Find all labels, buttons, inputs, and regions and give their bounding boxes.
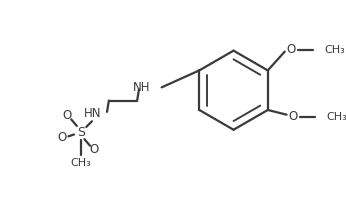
Text: HN: HN xyxy=(84,107,101,120)
Text: CH₃: CH₃ xyxy=(324,45,345,55)
Text: O: O xyxy=(57,131,66,144)
Text: O: O xyxy=(289,110,298,123)
Text: NH: NH xyxy=(133,81,150,94)
Text: CH₃: CH₃ xyxy=(326,111,346,122)
Text: O: O xyxy=(89,143,99,156)
Text: O: O xyxy=(287,43,296,56)
Text: S: S xyxy=(76,126,85,139)
Text: CH₃: CH₃ xyxy=(70,158,91,168)
Text: O: O xyxy=(63,109,72,122)
